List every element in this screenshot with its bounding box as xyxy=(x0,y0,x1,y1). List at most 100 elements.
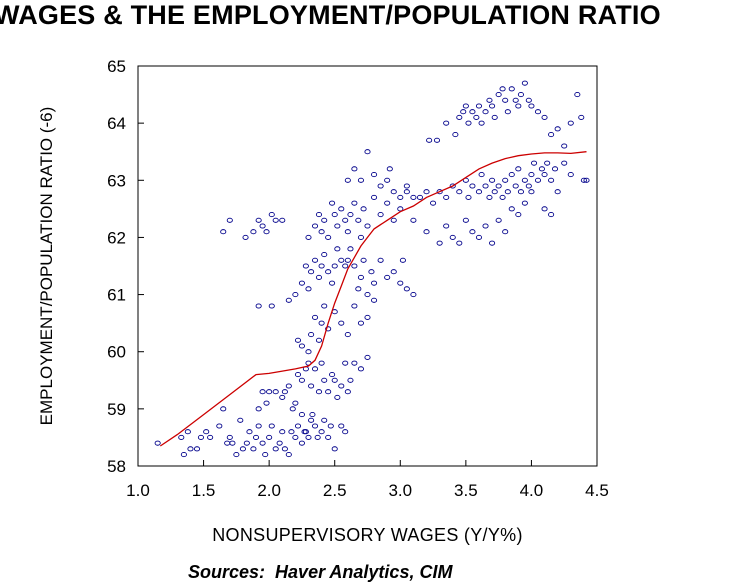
data-point xyxy=(331,377,338,383)
data-point xyxy=(351,360,358,366)
data-point xyxy=(229,440,236,446)
data-point xyxy=(298,377,305,383)
data-point xyxy=(528,103,535,109)
data-point xyxy=(456,114,463,120)
data-point xyxy=(462,103,469,109)
data-point xyxy=(403,286,410,292)
data-point xyxy=(583,177,590,183)
data-point xyxy=(344,177,351,183)
data-point xyxy=(321,377,328,383)
data-point xyxy=(491,189,498,195)
data-point xyxy=(443,223,450,229)
data-point xyxy=(449,234,456,240)
data-point xyxy=(285,297,292,303)
data-point xyxy=(288,429,295,435)
data-point xyxy=(371,172,378,178)
data-point xyxy=(502,229,509,235)
data-point xyxy=(318,360,325,366)
data-point xyxy=(302,429,309,435)
data-point xyxy=(334,246,341,252)
data-point xyxy=(430,200,437,206)
data-point xyxy=(486,97,493,103)
data-point xyxy=(281,389,288,395)
data-point xyxy=(263,400,270,406)
data-point xyxy=(504,109,511,115)
data-point xyxy=(294,423,302,429)
data-point xyxy=(436,240,443,246)
data-point xyxy=(292,292,299,298)
data-point xyxy=(426,137,433,143)
data-point xyxy=(216,423,223,429)
data-point xyxy=(342,263,349,269)
data-point xyxy=(266,389,273,395)
data-point xyxy=(268,212,275,218)
data-point xyxy=(242,234,249,240)
data-point xyxy=(462,217,469,223)
x-tick-label: 1.0 xyxy=(126,481,150,500)
data-point xyxy=(272,389,279,395)
data-point xyxy=(397,280,404,286)
data-point xyxy=(357,320,364,326)
x-tick-label: 4.0 xyxy=(520,481,544,500)
y-axis-label: EMPLOYMENT/POPULATION RATIO (-6) xyxy=(37,106,56,426)
x-tick-label: 1.5 xyxy=(192,481,216,500)
data-point xyxy=(311,423,319,429)
data-point xyxy=(541,206,548,212)
data-point xyxy=(390,189,397,195)
data-point xyxy=(279,429,286,435)
data-point xyxy=(342,360,349,366)
data-point xyxy=(342,429,349,435)
data-point xyxy=(255,406,262,412)
data-point xyxy=(289,406,296,412)
trend-line xyxy=(159,151,587,447)
y-tick-label: 62 xyxy=(107,228,126,247)
data-point xyxy=(281,446,288,452)
y-tick-label: 61 xyxy=(107,286,126,305)
source-label: Sources: xyxy=(188,562,266,582)
data-point xyxy=(314,434,321,440)
data-point xyxy=(517,92,524,98)
data-point xyxy=(508,172,515,178)
data-point xyxy=(478,120,485,126)
data-point xyxy=(180,452,187,458)
data-point xyxy=(390,217,397,223)
data-point xyxy=(423,189,430,195)
data-point xyxy=(460,109,467,115)
data-point xyxy=(285,452,292,458)
data-point xyxy=(351,166,358,172)
data-point xyxy=(534,177,542,183)
data-point xyxy=(334,394,341,400)
data-point xyxy=(399,257,406,263)
data-point xyxy=(272,217,279,223)
data-point xyxy=(360,206,367,212)
data-point xyxy=(489,240,496,246)
data-point xyxy=(357,274,364,280)
x-tick-label: 3.0 xyxy=(388,481,412,500)
data-point xyxy=(203,429,210,435)
data-point xyxy=(384,177,391,183)
data-point xyxy=(456,189,463,195)
source-text: Haver Analytics, CIM xyxy=(275,562,453,582)
data-point xyxy=(371,280,378,286)
data-point xyxy=(384,274,391,280)
data-point xyxy=(538,166,545,172)
data-point xyxy=(259,440,266,446)
data-point xyxy=(325,434,332,440)
data-point xyxy=(268,423,275,429)
data-point xyxy=(342,217,349,223)
y-tick-label: 58 xyxy=(107,457,126,476)
data-point xyxy=(423,229,430,235)
data-point xyxy=(220,406,227,412)
data-point xyxy=(371,297,378,303)
data-point xyxy=(551,166,559,172)
data-point xyxy=(475,234,483,240)
data-point xyxy=(489,103,496,109)
data-point xyxy=(279,217,286,223)
data-point xyxy=(255,303,262,309)
data-point xyxy=(525,183,532,189)
data-point xyxy=(321,217,328,223)
data-point xyxy=(390,269,397,275)
data-point xyxy=(305,349,312,355)
data-point xyxy=(397,194,404,200)
data-point xyxy=(368,269,375,275)
